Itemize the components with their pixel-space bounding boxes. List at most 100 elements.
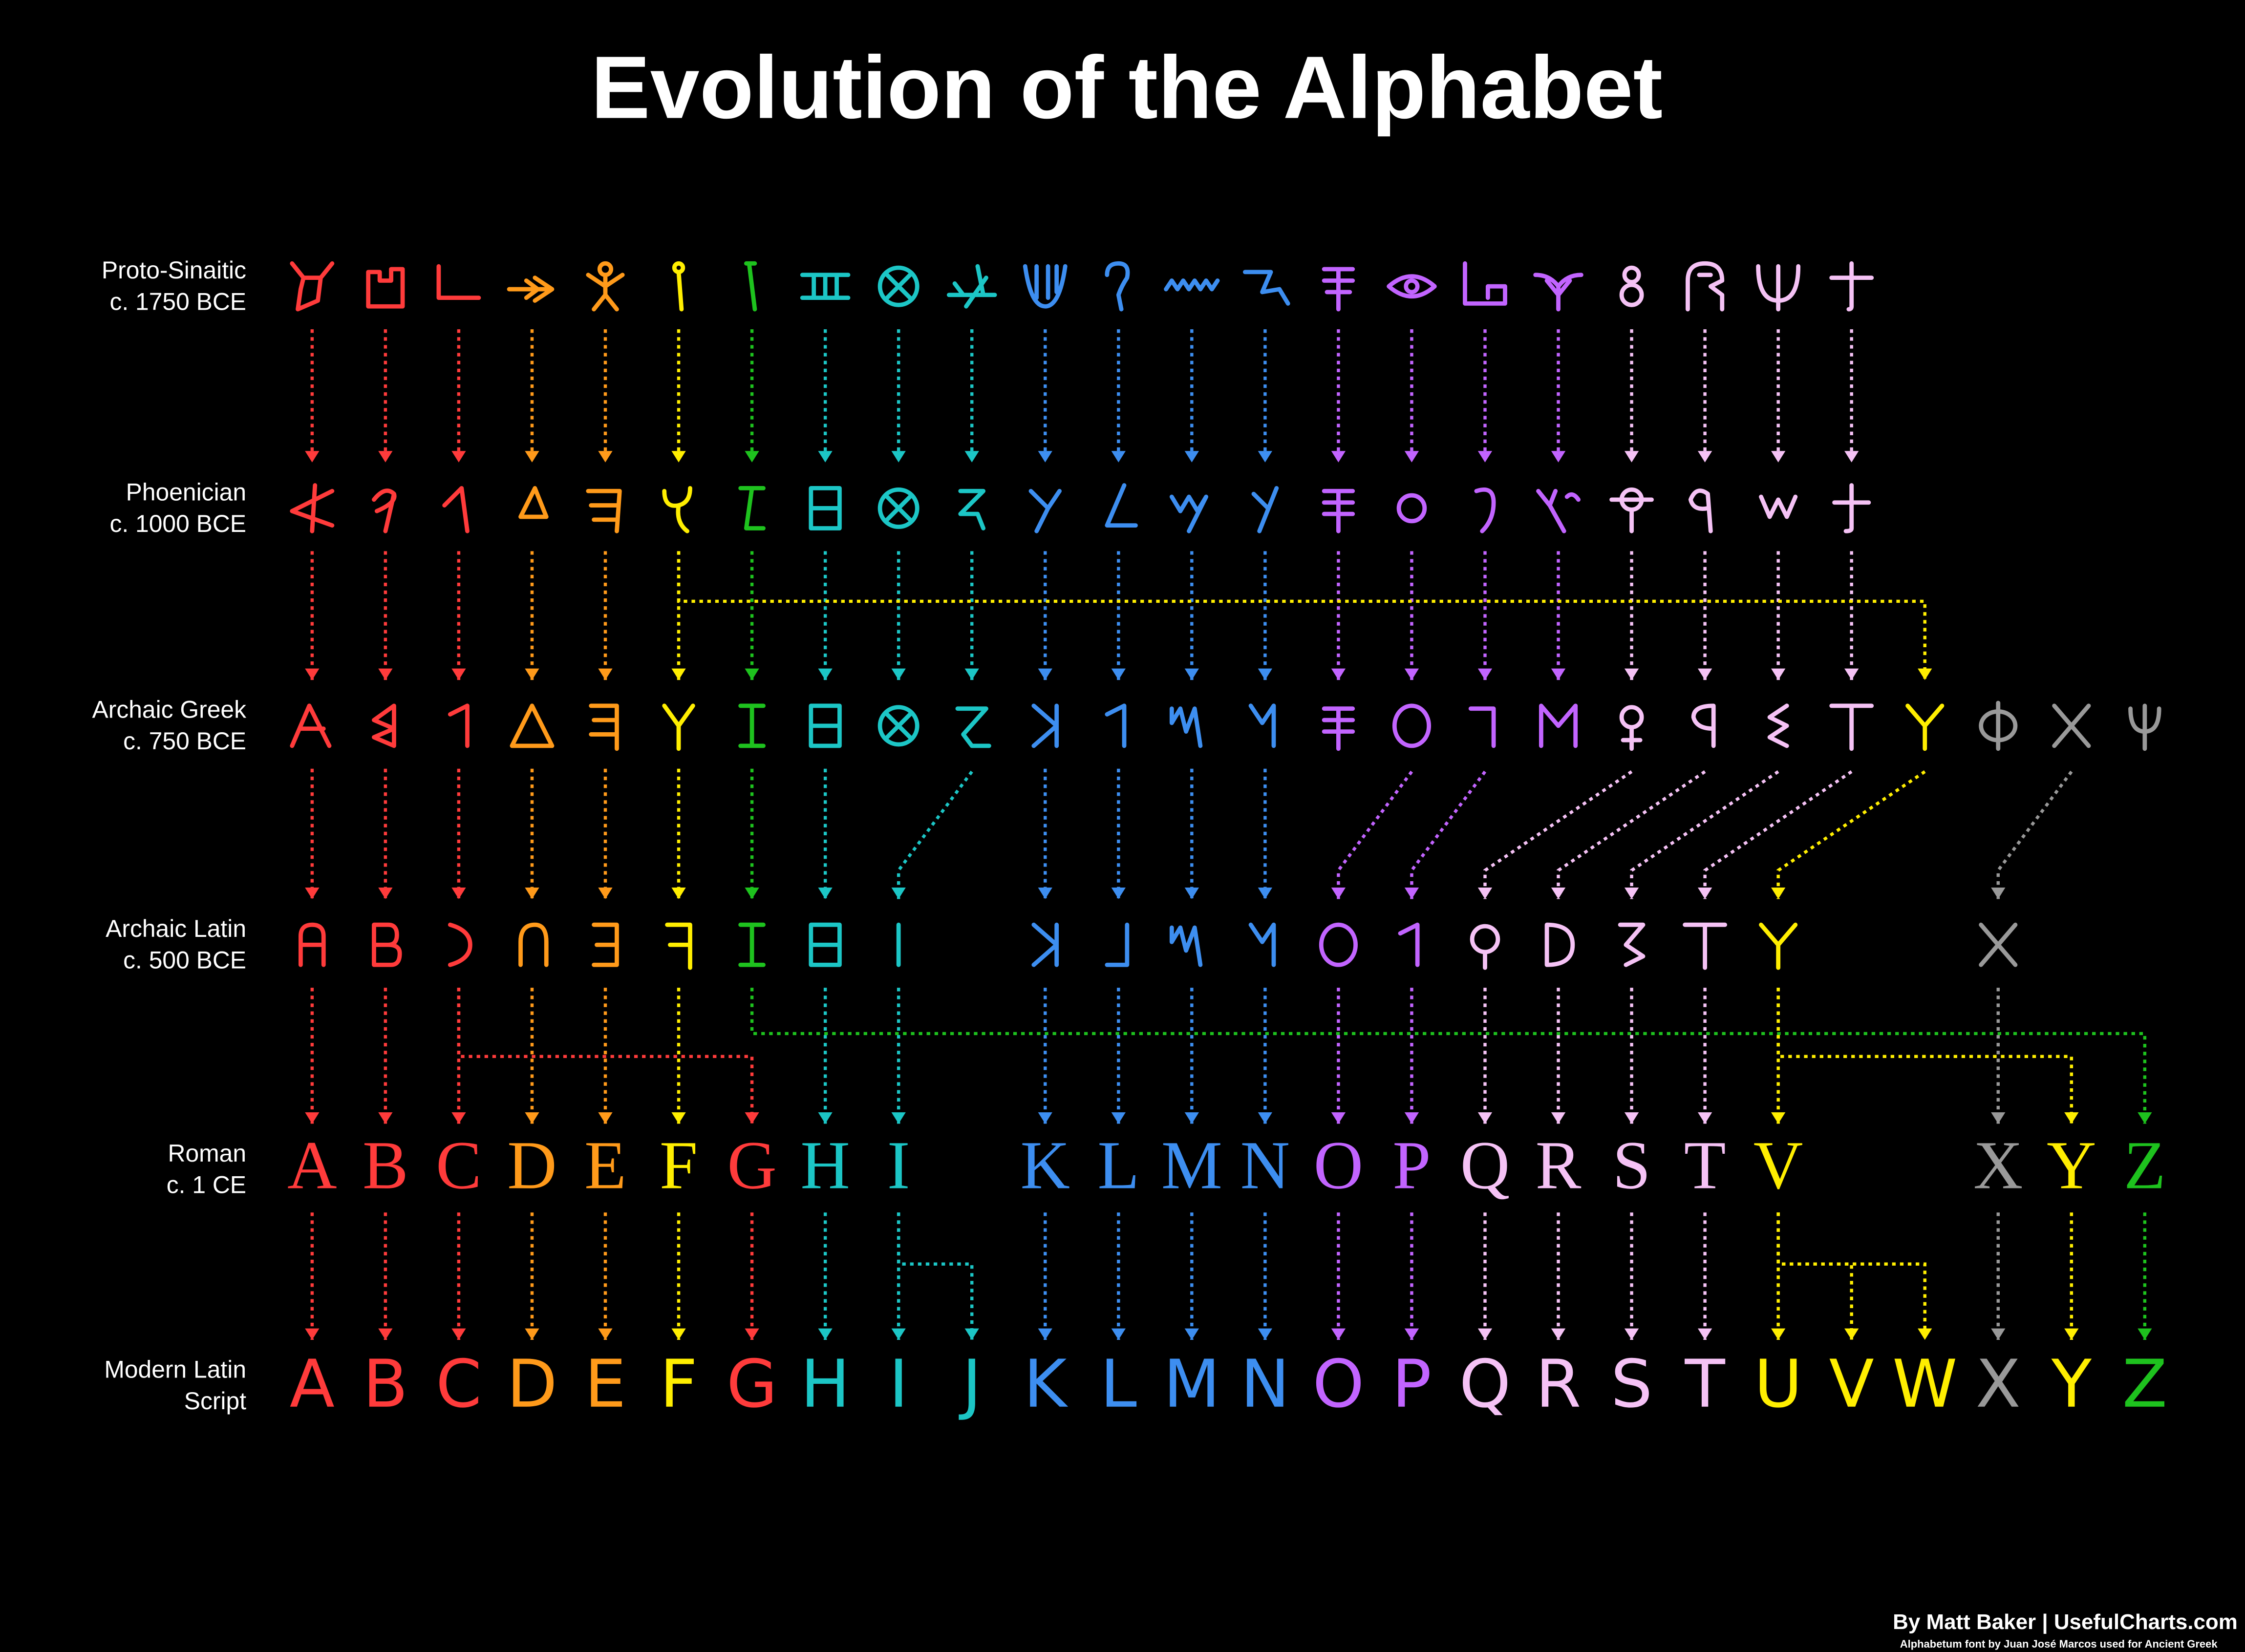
- letter: F: [660, 1127, 698, 1203]
- glyph: [1164, 278, 1220, 292]
- glyph: [877, 487, 919, 529]
- glyph: [1468, 706, 1496, 748]
- letter: T: [1684, 1127, 1726, 1203]
- row-label: Roman: [168, 1140, 247, 1167]
- glyph: [1028, 488, 1062, 533]
- glyph: [809, 922, 842, 967]
- arrow-head: [1111, 451, 1126, 463]
- arrow-line: [897, 770, 973, 899]
- arrow-head: [1844, 451, 1859, 463]
- glyph: [586, 261, 625, 312]
- glyph: [946, 264, 997, 309]
- arrow-head: [525, 1112, 539, 1124]
- arrow-head: [1477, 1112, 1493, 1124]
- glyph: [1829, 261, 1874, 312]
- arrow-head: [1477, 451, 1493, 463]
- letter: F: [660, 1346, 698, 1422]
- arrow-head: [1624, 668, 1639, 680]
- letter: Y: [2047, 1127, 2096, 1203]
- glyph: [665, 922, 692, 970]
- glyph: [1832, 483, 1871, 533]
- arrow-head: [1258, 1328, 1273, 1340]
- letter: Y: [2051, 1346, 2092, 1422]
- arrow-head: [525, 451, 539, 463]
- letter: N: [1240, 1127, 1290, 1203]
- glyph: [299, 922, 326, 967]
- arrow-head: [1184, 668, 1199, 680]
- letter: O: [1312, 1346, 1364, 1422]
- letter: B: [363, 1127, 408, 1203]
- glyph: [744, 261, 757, 312]
- letter: C: [436, 1346, 482, 1422]
- glyph: [738, 922, 766, 967]
- glyph: [1396, 493, 1427, 524]
- letter: R: [1536, 1127, 1582, 1203]
- arrow-head: [305, 1112, 320, 1124]
- glyph: [1031, 703, 1059, 748]
- row-label: Script: [184, 1387, 246, 1415]
- arrow-head: [1697, 1328, 1712, 1340]
- row-label: Archaic Greek: [92, 696, 247, 723]
- arrow-head: [745, 668, 759, 680]
- arrow-head: [451, 888, 466, 899]
- arrow-head: [1038, 888, 1052, 899]
- glyph: [1248, 703, 1276, 748]
- glyph: [1169, 925, 1203, 967]
- arrow-head: [525, 888, 539, 899]
- arrow-head: [1551, 668, 1566, 680]
- letter: I: [889, 1346, 908, 1422]
- arrow-head: [451, 451, 466, 463]
- glyph: [877, 705, 919, 747]
- glyph: [1031, 922, 1059, 967]
- arrow-line: [1776, 770, 1926, 899]
- arrow-head: [818, 888, 833, 899]
- arrow-head: [598, 668, 613, 680]
- letter: K: [1024, 1346, 1069, 1422]
- glyph: [1767, 703, 1789, 748]
- glyph: [1169, 494, 1209, 533]
- letter: E: [584, 1346, 626, 1422]
- arrow-head: [1111, 668, 1126, 680]
- letter: S: [1612, 1127, 1650, 1203]
- glyph: [1470, 924, 1500, 970]
- arrow-head: [891, 1112, 906, 1124]
- arrow-head: [525, 668, 539, 680]
- arrow-head: [745, 1328, 759, 1340]
- glyph: [2128, 703, 2161, 751]
- font-credit: Alphabetum font by Juan José Marcos used…: [1900, 1638, 2218, 1650]
- glyph: [1248, 922, 1276, 967]
- glyph: [1242, 270, 1290, 306]
- glyph: [1756, 264, 1801, 312]
- row-label: c. 1750 BCE: [109, 288, 246, 316]
- arrow-head: [745, 451, 759, 463]
- row-label: c. 1 CE: [167, 1171, 246, 1199]
- arrow-head: [1184, 1328, 1199, 1340]
- glyph: [592, 922, 619, 967]
- arrow-head: [1111, 888, 1126, 899]
- arrow-head: [1331, 451, 1346, 463]
- glyph: [738, 486, 766, 530]
- glyph: [448, 703, 470, 748]
- arrow-head: [1551, 888, 1566, 899]
- arrow-head: [1184, 888, 1199, 899]
- glyph: [1979, 700, 2018, 751]
- letter: V: [1829, 1346, 1874, 1422]
- letter: K: [1020, 1127, 1070, 1203]
- glyph: [1322, 706, 1355, 751]
- arrow-head: [1331, 668, 1346, 680]
- arrow-head: [891, 451, 906, 463]
- letter: B: [363, 1346, 408, 1422]
- arrow-head: [1697, 451, 1712, 463]
- arrow-head: [2064, 1112, 2079, 1124]
- arrow-head: [964, 668, 979, 680]
- arrow-head: [1184, 451, 1199, 463]
- glyph: [1618, 922, 1646, 967]
- glyph: [1322, 267, 1355, 312]
- arrow-head: [1844, 668, 1859, 680]
- glyph: [1463, 261, 1507, 306]
- arrow-head: [598, 888, 613, 899]
- letter: O: [1314, 1127, 1364, 1203]
- row-label: c. 500 BCE: [123, 947, 246, 974]
- letter: G: [727, 1127, 777, 1203]
- glyph: [1683, 922, 1728, 970]
